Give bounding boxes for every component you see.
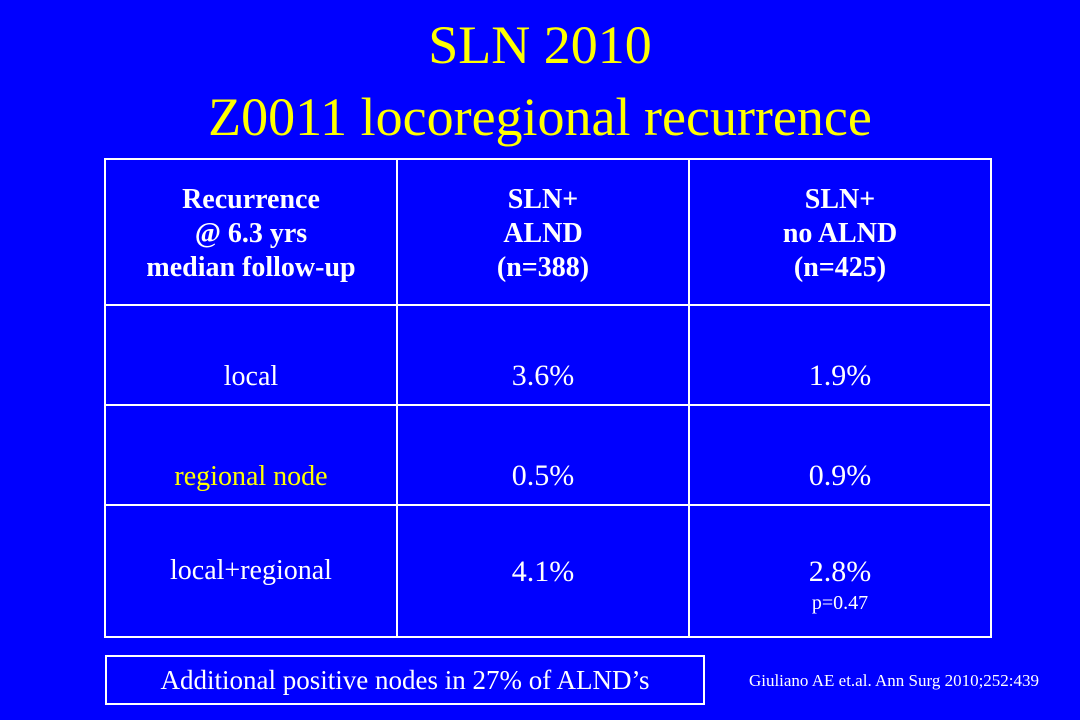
slide-title-line-2: Z0011 locoregional recurrence <box>208 87 872 147</box>
header-recurrence: Recurrence @ 6.3 yrs median follow-up <box>104 158 398 306</box>
value-no-alnd-local-regional: 2.8% <box>808 555 872 588</box>
header-sln-alnd-line: SLN+ <box>507 184 579 215</box>
header-sln-no-alnd: SLN+ no ALND (n=425) <box>688 158 992 306</box>
header-recurrence-line: median follow-up <box>146 252 356 283</box>
header-sln-no-alnd-line: SLN+ <box>804 184 876 215</box>
row-label-local: local <box>104 304 398 406</box>
table-row: local+regional 4.1% 2.8% p=0.47 <box>104 504 992 638</box>
cell-alnd-regional-node: 0.5% <box>396 404 690 506</box>
table-row: regional node 0.5% 0.9% <box>104 404 992 506</box>
header-sln-no-alnd-line: no ALND <box>782 218 898 249</box>
row-label-regional-node: regional node <box>104 404 398 506</box>
cell-no-alnd-regional-node: 0.9% <box>688 404 992 506</box>
cell-no-alnd-local-regional: 2.8% p=0.47 <box>688 504 992 638</box>
note-box: Additional positive nodes in 27% of ALND… <box>105 655 705 705</box>
recurrence-table: Recurrence @ 6.3 yrs median follow-up SL… <box>104 158 992 638</box>
citation: Giuliano AE et.al. Ann Surg 2010;252:439 <box>748 671 1040 690</box>
header-sln-alnd: SLN+ ALND (n=388) <box>396 158 690 306</box>
header-sln-no-alnd-line: (n=425) <box>793 252 887 283</box>
row-label-local-regional: local+regional <box>104 504 398 638</box>
table-header-row: Recurrence @ 6.3 yrs median follow-up SL… <box>104 158 992 306</box>
header-recurrence-line: Recurrence <box>182 184 320 215</box>
table-row: local 3.6% 1.9% <box>104 304 992 406</box>
cell-alnd-local: 3.6% <box>396 304 690 406</box>
header-sln-alnd-line: ALND <box>503 218 583 249</box>
cell-no-alnd-local: 1.9% <box>688 304 992 406</box>
header-recurrence-line: @ 6.3 yrs <box>194 218 308 249</box>
header-sln-alnd-line: (n=388) <box>496 252 590 283</box>
p-value: p=0.47 <box>811 592 869 614</box>
cell-alnd-local-regional: 4.1% <box>396 504 690 638</box>
slide-title-line-1: SLN 2010 <box>428 15 652 75</box>
